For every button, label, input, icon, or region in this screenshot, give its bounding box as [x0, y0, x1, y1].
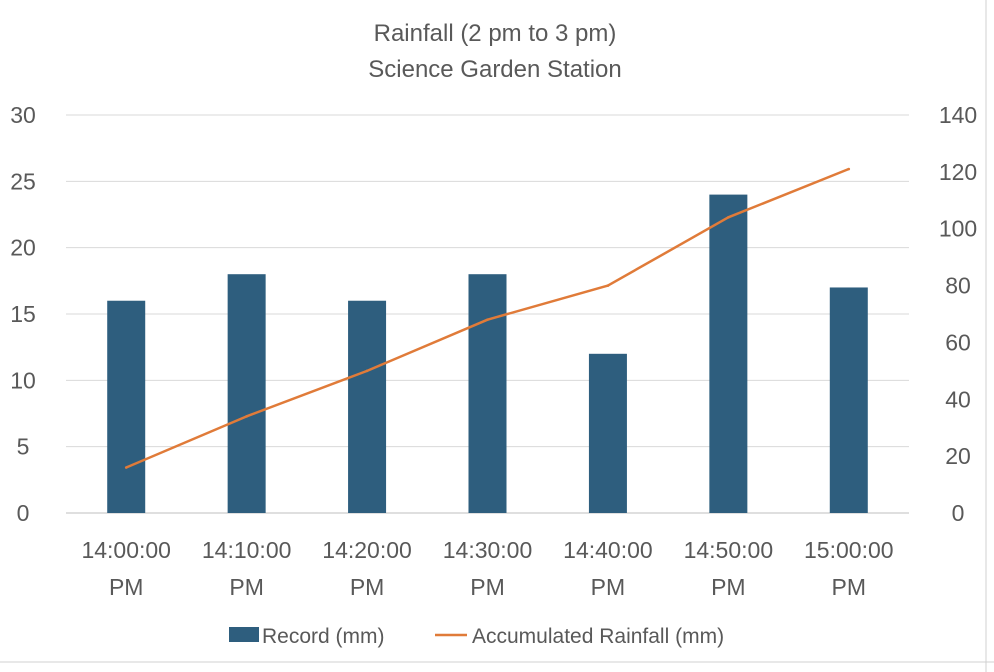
- bar: [227, 274, 266, 513]
- y-right-tick-label: 140: [939, 102, 977, 128]
- legend: Record (mm) Accumulated Rainfall (mm): [229, 625, 724, 648]
- y-left-tick-label: 15: [10, 301, 36, 327]
- line-point: [486, 318, 489, 321]
- x-tick-label-suffix: PM: [109, 574, 144, 600]
- x-tick-label: 14:00:00: [81, 537, 171, 563]
- x-tick-label-suffix: PM: [832, 574, 867, 600]
- x-tick-label: 15:00:00: [804, 537, 894, 563]
- legend-label-record: Record (mm): [262, 625, 385, 648]
- chart-title: Rainfall (2 pm to 3 pm): [374, 20, 617, 47]
- y-left-tick-label: 30: [10, 102, 36, 128]
- y-axis-left: 0 5 10 15 20 25 30: [10, 102, 36, 526]
- x-tick-label-suffix: PM: [591, 574, 626, 600]
- line-point: [606, 284, 610, 287]
- bar: [829, 287, 868, 513]
- y-right-tick-label: 40: [945, 386, 971, 412]
- x-tick-label: 14:10:00: [202, 537, 292, 563]
- bar: [468, 274, 507, 513]
- y-right-tick-label: 100: [939, 216, 977, 242]
- bar-series: [107, 194, 868, 513]
- legend-label-accumulated: Accumulated Rainfall (mm): [472, 625, 724, 648]
- line-point: [124, 466, 128, 469]
- chart-subtitle: Science Garden Station: [368, 56, 622, 83]
- y-left-tick-label: 0: [17, 500, 30, 526]
- y-right-tick-label: 0: [952, 500, 965, 526]
- y-left-tick-label: 10: [10, 367, 36, 393]
- y-axis-right: 0 20 40 60 80 100 120 140: [939, 102, 977, 526]
- x-tick-label: 14:50:00: [684, 537, 774, 563]
- bar: [348, 300, 387, 513]
- y-left-tick-label: 20: [10, 235, 36, 261]
- y-left-tick-label: 25: [10, 168, 36, 194]
- x-axis: 14:00:00 PM 14:10:00 PM 14:20:00 PM 14:30:00 PM…: [81, 537, 893, 600]
- y-left-tick-label: 5: [17, 434, 30, 460]
- x-tick-label: 14:30:00: [443, 537, 533, 563]
- line-point: [245, 415, 248, 418]
- bar: [588, 353, 627, 513]
- line-point: [365, 369, 369, 373]
- x-tick-label: 14:40:00: [563, 537, 653, 563]
- line-series: [124, 167, 851, 469]
- y-right-tick-label: 60: [945, 329, 971, 355]
- line-point: [847, 167, 851, 171]
- line-point: [727, 216, 730, 219]
- x-tick-label-suffix: PM: [470, 574, 505, 600]
- legend-swatch-record: [229, 627, 259, 642]
- x-tick-label-suffix: PM: [711, 574, 746, 600]
- y-right-tick-label: 80: [945, 273, 971, 299]
- bar: [107, 300, 146, 513]
- y-right-tick-label: 120: [939, 159, 977, 185]
- x-tick-label-suffix: PM: [350, 574, 385, 600]
- bar: [709, 194, 748, 513]
- x-tick-label: 14:20:00: [322, 537, 412, 563]
- y-right-tick-label: 20: [945, 443, 971, 469]
- x-tick-label-suffix: PM: [229, 574, 264, 600]
